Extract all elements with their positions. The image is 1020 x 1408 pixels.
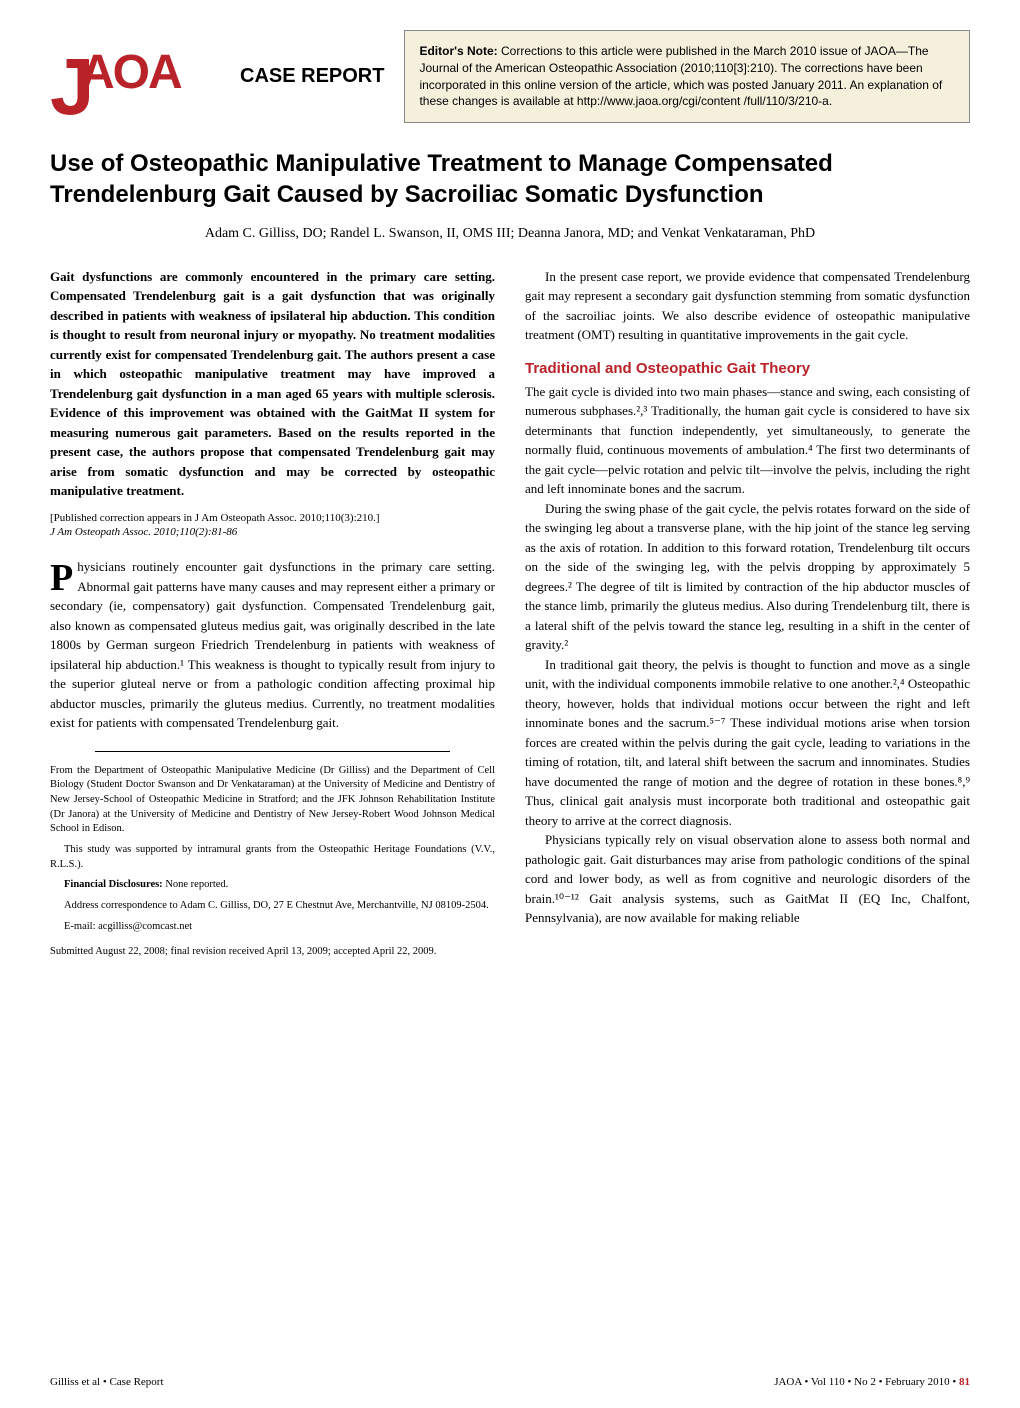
affiliation-funding: This study was supported by intramural g… [50, 843, 495, 872]
financial-disclosures-text: None reported. [163, 879, 229, 890]
citation-note: [Published correction appears in J Am Os… [50, 511, 495, 540]
title-section: Use of Osteopathic Manipulative Treatmen… [50, 148, 970, 241]
right-intro: In the present case report, we provide e… [525, 267, 970, 345]
jaoa-logo: J AOA [50, 40, 230, 110]
correction-citation: [Published correction appears in J Am Os… [50, 512, 380, 524]
affiliations-block: From the Department of Osteopathic Manip… [50, 764, 495, 960]
editor-note-box: Editor's Note: Corrections to this artic… [404, 30, 970, 123]
intro-text: hysicians routinely encounter gait dysfu… [50, 559, 495, 730]
editor-note-label: Editor's Note: [419, 44, 497, 58]
abstract-text: Gait dysfunctions are commonly encounter… [50, 267, 495, 501]
page-number: 81 [959, 1376, 970, 1388]
email-line: E-mail: acgilliss@comcast.net [50, 920, 495, 935]
journal-citation: J Am Osteopath Assoc. 2010;110(2):81-86 [50, 526, 237, 538]
gait-theory-p1: The gait cycle is divided into two main … [525, 382, 970, 499]
logo-section-label: J AOA CASE REPORT [50, 30, 384, 123]
gait-theory-p2: During the swing phase of the gait cycle… [525, 499, 970, 655]
gait-theory-p4: Physicians typically rely on visual obse… [525, 830, 970, 928]
dropcap-letter: P [50, 557, 77, 595]
submission-dates: Submitted August 22, 2008; final revisio… [50, 945, 495, 960]
gait-theory-p3: In traditional gait theory, the pelvis i… [525, 655, 970, 831]
correspondence-address: Address correspondence to Adam C. Gillis… [50, 899, 495, 914]
separator-rule [95, 751, 450, 752]
right-column: In the present case report, we provide e… [525, 267, 970, 966]
article-title: Use of Osteopathic Manipulative Treatmen… [50, 148, 970, 210]
footer-left: Gilliss et al • Case Report [50, 1376, 164, 1388]
financial-disclosures-label: Financial Disclosures: [64, 879, 163, 890]
affiliation-departments: From the Department of Osteopathic Manip… [50, 764, 495, 837]
footer-right: JAOA • Vol 110 • No 2 • February 2010 • … [774, 1376, 970, 1388]
authors-line: Adam C. Gilliss, DO; Randel L. Swanson, … [50, 226, 970, 242]
gait-theory-body: The gait cycle is divided into two main … [525, 382, 970, 928]
editor-note-text: Corrections to this article were publish… [419, 44, 942, 108]
right-intro-p1: In the present case report, we provide e… [525, 267, 970, 345]
header-section: J AOA CASE REPORT Editor's Note: Correct… [50, 30, 970, 123]
section-label: CASE REPORT [240, 40, 384, 88]
footer-journal-info: JAOA • Vol 110 • No 2 • February 2010 • [774, 1376, 959, 1388]
two-column-layout: Gait dysfunctions are commonly encounter… [50, 267, 970, 966]
left-column: Gait dysfunctions are commonly encounter… [50, 267, 495, 966]
logo-letters-aoa: AOA [80, 45, 181, 100]
intro-paragraph: Physicians routinely encounter gait dysf… [50, 557, 495, 733]
page-footer: Gilliss et al • Case Report JAOA • Vol 1… [50, 1376, 970, 1388]
section-heading-gait-theory: Traditional and Osteopathic Gait Theory [525, 360, 970, 377]
